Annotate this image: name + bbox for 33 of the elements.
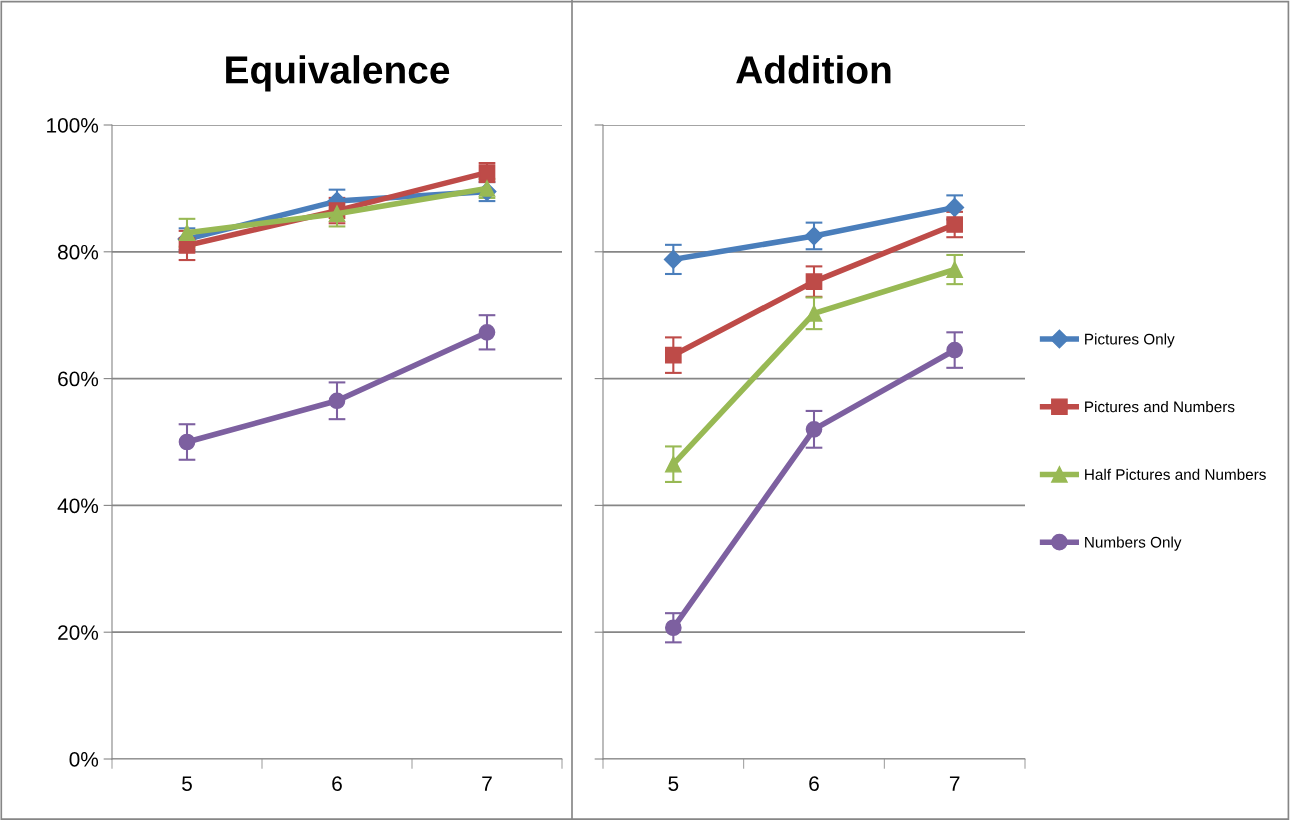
x-tick-label: 6 <box>332 776 342 791</box>
point <box>804 226 824 246</box>
point <box>664 346 682 364</box>
x-tick-label: 7 <box>949 776 960 791</box>
x-tick-label: 7 <box>482 776 492 791</box>
point <box>663 249 683 269</box>
point <box>946 341 964 359</box>
legend-label: Pictures Only <box>1085 333 1175 348</box>
point <box>805 304 823 322</box>
x-tick-label: 6 <box>809 776 819 791</box>
point <box>328 392 346 410</box>
point <box>946 261 964 278</box>
point <box>664 455 682 473</box>
y-tick-label: 80% <box>58 244 99 260</box>
point <box>805 273 823 290</box>
point <box>946 216 964 233</box>
point <box>328 205 346 223</box>
chart-title: Equivalence <box>226 55 450 92</box>
legend-label: Half Pictures and Numbers <box>1085 468 1266 480</box>
y-tick-label: 20% <box>58 625 99 640</box>
chart-title: Addition <box>736 55 891 84</box>
point <box>805 420 823 438</box>
x-tick-label: 5 <box>182 776 192 791</box>
legend-label: Pictures and Numbers <box>1085 401 1235 413</box>
point <box>478 323 496 341</box>
x-tick-label: 5 <box>668 776 679 791</box>
y-tick-label: 60% <box>58 371 99 387</box>
point <box>664 619 682 637</box>
y-tick-label: 40% <box>57 498 99 514</box>
point <box>178 433 196 451</box>
legend-label: Numbers Only <box>1085 536 1182 551</box>
y-tick-label: 0% <box>69 752 99 767</box>
y-tick-label: 100% <box>47 118 99 133</box>
